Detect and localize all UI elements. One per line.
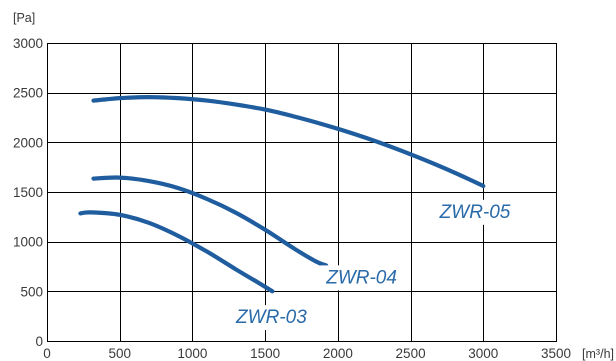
y-tick-label-6: 3000 bbox=[13, 36, 43, 51]
y-tick-label-4: 2000 bbox=[13, 135, 43, 150]
plot-frame bbox=[47, 43, 557, 342]
curves bbox=[78, 95, 486, 294]
y-tick-label-1: 500 bbox=[20, 284, 43, 299]
x-tick-label-7: 3500 bbox=[541, 346, 571, 361]
x-tick-label-2: 1000 bbox=[177, 346, 207, 361]
y-axis-unit: [Pa] bbox=[13, 11, 35, 25]
x-tick-label-1: 500 bbox=[108, 346, 131, 361]
series-line-zwr-05 bbox=[91, 95, 486, 189]
series-line-zwr-04 bbox=[91, 175, 329, 268]
series-line-zwr-03 bbox=[78, 210, 275, 294]
y-tick-label-3: 1500 bbox=[13, 185, 43, 200]
x-axis-unit: [m³/h] bbox=[582, 347, 614, 361]
x-tick-label-0: 0 bbox=[43, 346, 51, 361]
series-label-bg-zwr-04 bbox=[320, 265, 401, 291]
axes: 0 500 1000 1500 2000 2500 3000 3500 0 500 1000 1500… bbox=[13, 11, 614, 361]
series-label-zwr-05: ZWR-05 bbox=[439, 202, 511, 223]
y-tick-label-0: 0 bbox=[35, 334, 43, 349]
series-label-bg-zwr-03 bbox=[230, 305, 311, 331]
series-label-zwr-04: ZWR-04 bbox=[325, 267, 397, 288]
series-label-zwr-03: ZWR-03 bbox=[235, 307, 307, 328]
series-label-bg-zwr-05 bbox=[433, 199, 515, 225]
x-tick-label-5: 2500 bbox=[396, 346, 426, 361]
series-labels: ZWR-03 ZWR-04 ZWR-05 bbox=[230, 199, 515, 331]
x-tick-label-3: 1500 bbox=[250, 346, 280, 361]
grid bbox=[47, 43, 557, 342]
y-tick-label-2: 1000 bbox=[13, 235, 43, 250]
y-tick-label-5: 2500 bbox=[13, 86, 43, 101]
x-tick-label-6: 3000 bbox=[468, 346, 498, 361]
x-tick-label-4: 2000 bbox=[323, 346, 353, 361]
